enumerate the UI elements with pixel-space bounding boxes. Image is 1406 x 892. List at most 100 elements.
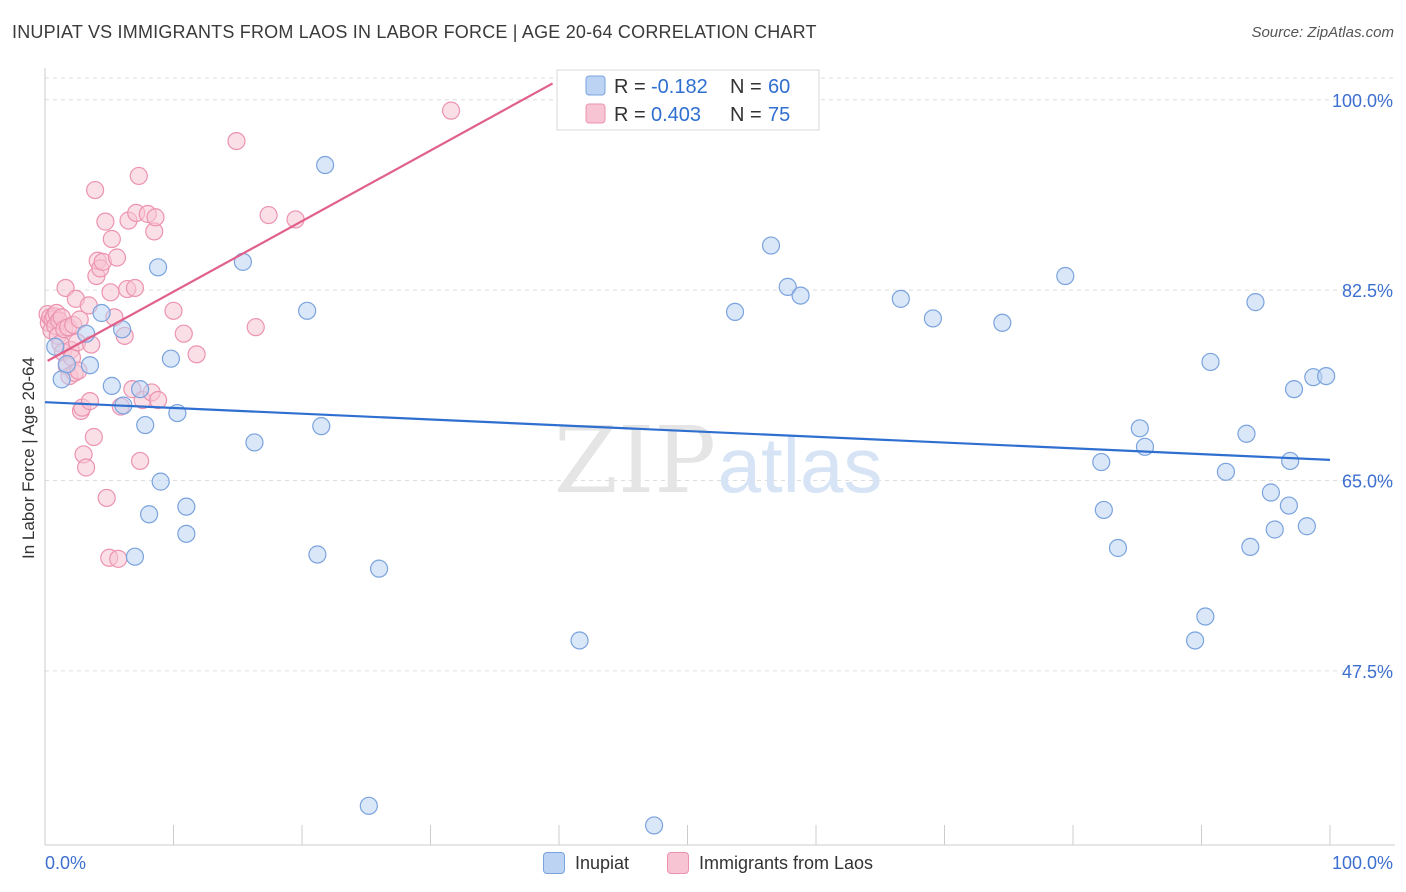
- x-tick-label: 100.0%: [1332, 853, 1393, 873]
- data-point-laos: [259, 205, 278, 225]
- legend-item-laos[interactable]: Immigrants from Laos: [667, 852, 873, 874]
- data-point-inupiat: [1265, 520, 1284, 539]
- data-point-inupiat: [644, 816, 664, 835]
- data-point-inupiat: [125, 547, 145, 566]
- data-point-inupiat: [1281, 451, 1300, 471]
- data-point-laos: [109, 549, 128, 568]
- data-point-inupiat: [1237, 424, 1256, 443]
- y-tick-label: 82.5%: [1342, 281, 1393, 301]
- stats-legend: R = -0.182 N = 60 R = 0.403 N = 75: [556, 69, 820, 131]
- data-point-inupiat: [1108, 538, 1128, 558]
- trend-lines: [44, 82, 1331, 461]
- data-point-inupiat: [46, 337, 65, 356]
- data-point-inupiat: [52, 370, 71, 389]
- data-point-inupiat: [1241, 537, 1260, 557]
- data-point-inupiat: [308, 545, 327, 564]
- data-point-inupiat: [1279, 496, 1298, 515]
- x-tick-label: 0.0%: [45, 853, 86, 873]
- data-point-inupiat: [161, 349, 181, 368]
- data-point-laos: [107, 248, 127, 267]
- data-point-laos: [187, 345, 206, 364]
- data-point-inupiat: [130, 380, 150, 399]
- legend-item-inupiat[interactable]: Inupiat: [543, 852, 629, 874]
- chart-source: Source: ZipAtlas.com: [1251, 24, 1394, 41]
- data-point-laos: [102, 229, 121, 249]
- data-point-inupiat: [1297, 517, 1316, 536]
- data-point-inupiat: [1284, 380, 1304, 399]
- data-point-inupiat: [80, 356, 100, 375]
- data-point-inupiat: [993, 313, 1012, 332]
- data-point-laos: [77, 458, 96, 477]
- data-point-inupiat: [177, 497, 196, 516]
- data-point-inupiat: [778, 277, 797, 296]
- trend-line-laos: [47, 82, 554, 362]
- legend-swatch-laos: [667, 852, 689, 874]
- data-point-inupiat: [1201, 352, 1220, 372]
- data-point-inupiat: [92, 303, 111, 323]
- data-point-inupiat: [1261, 483, 1280, 502]
- data-point-inupiat: [136, 415, 155, 435]
- legend-n-label: N =: [730, 104, 762, 126]
- data-point-inupiat: [1094, 500, 1113, 520]
- legend-swatch-laos: [585, 103, 606, 124]
- y-tick-label: 100.0%: [1332, 91, 1393, 111]
- series-inupiat: [46, 155, 1336, 835]
- data-point-laos: [97, 488, 116, 508]
- data-point-laos: [148, 390, 168, 410]
- legend-r-value: 0.403: [651, 104, 701, 126]
- data-point-inupiat: [151, 472, 170, 491]
- gridlines: [45, 77, 1395, 672]
- watermark-zip: ZIP: [554, 407, 716, 514]
- legend-r-value: -0.182: [651, 76, 708, 98]
- trend-line-inupiat: [44, 401, 1331, 461]
- legend-n-label: N =: [730, 76, 762, 98]
- series-legend: Inupiat Immigrants from Laos: [0, 852, 1406, 880]
- data-point-inupiat: [245, 433, 264, 452]
- data-point-inupiat: [1317, 366, 1336, 386]
- data-point-laos: [125, 278, 145, 298]
- data-point-inupiat: [791, 286, 810, 305]
- legend-label-inupiat: Inupiat: [575, 852, 630, 873]
- data-point-inupiat: [923, 309, 943, 328]
- series-immigrants-from-laos: [38, 101, 461, 568]
- data-point-inupiat: [359, 796, 378, 815]
- legend-r-label: R =: [614, 76, 646, 98]
- legend-swatch-inupiat: [585, 75, 606, 96]
- data-point-laos: [441, 101, 461, 120]
- data-point-inupiat: [57, 355, 76, 374]
- data-point-inupiat: [102, 376, 121, 395]
- data-point-inupiat: [316, 155, 335, 175]
- data-point-inupiat: [1092, 452, 1111, 472]
- data-point-inupiat: [177, 524, 196, 543]
- data-point-inupiat: [1056, 266, 1075, 286]
- data-point-laos: [129, 166, 148, 186]
- legend-r-label: R =: [614, 104, 646, 126]
- legend-label-laos: Immigrants from Laos: [699, 852, 874, 873]
- data-point-laos: [164, 301, 183, 320]
- data-point-inupiat: [1216, 462, 1236, 481]
- data-point-inupiat: [139, 505, 159, 524]
- data-point-inupiat: [1130, 419, 1149, 438]
- data-point-inupiat: [298, 301, 317, 320]
- data-point-inupiat: [312, 417, 331, 436]
- data-point-laos: [146, 208, 165, 227]
- data-point-laos: [96, 212, 115, 231]
- data-point-inupiat: [148, 258, 168, 277]
- data-point-inupiat: [725, 302, 745, 322]
- y-tick-label: 65.0%: [1342, 472, 1393, 492]
- watermark: ZIP atlas: [554, 407, 882, 514]
- data-point-inupiat: [891, 289, 910, 308]
- data-point-laos: [227, 132, 246, 151]
- y-tick-label: 47.5%: [1342, 662, 1393, 682]
- data-point-inupiat: [761, 236, 781, 255]
- legend-swatch-inupiat: [543, 852, 565, 874]
- legend-n-value: 75: [768, 104, 790, 126]
- y-axis-label: In Labor Force | Age 20-64: [19, 357, 38, 559]
- axes: 47.5% 65.0% 82.5% 100.0% 0.0% 100.0%: [44, 68, 1395, 873]
- data-point-inupiat: [1246, 293, 1265, 312]
- data-point-inupiat: [370, 559, 389, 578]
- data-point-laos: [84, 427, 103, 447]
- chart-title: INUPIAT VS IMMIGRANTS FROM LAOS IN LABOR…: [12, 22, 817, 42]
- data-point-laos: [101, 283, 120, 302]
